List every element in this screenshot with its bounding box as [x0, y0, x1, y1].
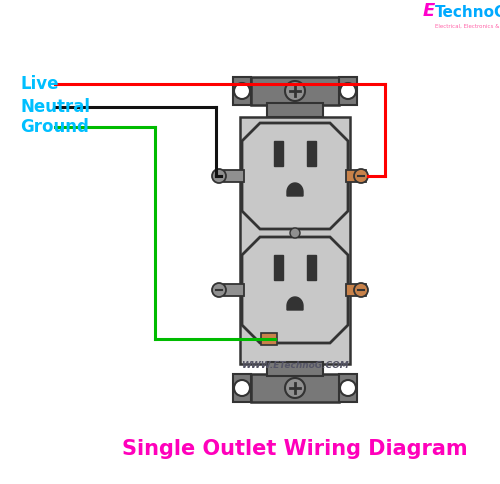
Bar [251, 374, 339, 402]
Bar [267, 103, 323, 117]
Text: TechnoG: TechnoG [435, 5, 500, 20]
Bar [339, 374, 357, 402]
Polygon shape [287, 183, 303, 196]
Circle shape [212, 169, 226, 183]
Text: Single Outlet Wiring Diagram: Single Outlet Wiring Diagram [122, 439, 468, 459]
Circle shape [285, 378, 305, 398]
Bar [307, 141, 316, 166]
Circle shape [212, 283, 226, 297]
Bar [274, 141, 283, 166]
Text: Live: Live [20, 75, 59, 93]
Circle shape [354, 283, 368, 297]
Polygon shape [287, 297, 303, 310]
Text: Electrical, Electronics & Technology: Electrical, Electronics & Technology [435, 24, 500, 29]
Text: Ground: Ground [20, 118, 89, 136]
Circle shape [340, 380, 356, 396]
Bar [346, 284, 366, 296]
Polygon shape [242, 123, 348, 229]
Bar [233, 77, 251, 105]
Circle shape [290, 228, 300, 238]
Bar [267, 362, 323, 376]
Circle shape [234, 380, 250, 396]
Bar [240, 117, 350, 364]
Circle shape [354, 169, 368, 183]
Bar [339, 77, 357, 105]
Text: Neutral: Neutral [20, 98, 90, 116]
Bar [261, 333, 277, 345]
Circle shape [340, 83, 356, 99]
Bar [346, 170, 366, 182]
Bar [274, 255, 283, 280]
Bar [224, 170, 244, 182]
Bar [233, 374, 251, 402]
Text: E: E [423, 2, 435, 20]
Circle shape [234, 83, 250, 99]
Text: WWW.ETechnoG.COM: WWW.ETechnoG.COM [241, 362, 349, 370]
Circle shape [285, 81, 305, 101]
Bar [251, 77, 339, 105]
Polygon shape [242, 237, 348, 343]
Bar [224, 284, 244, 296]
Bar [307, 255, 316, 280]
